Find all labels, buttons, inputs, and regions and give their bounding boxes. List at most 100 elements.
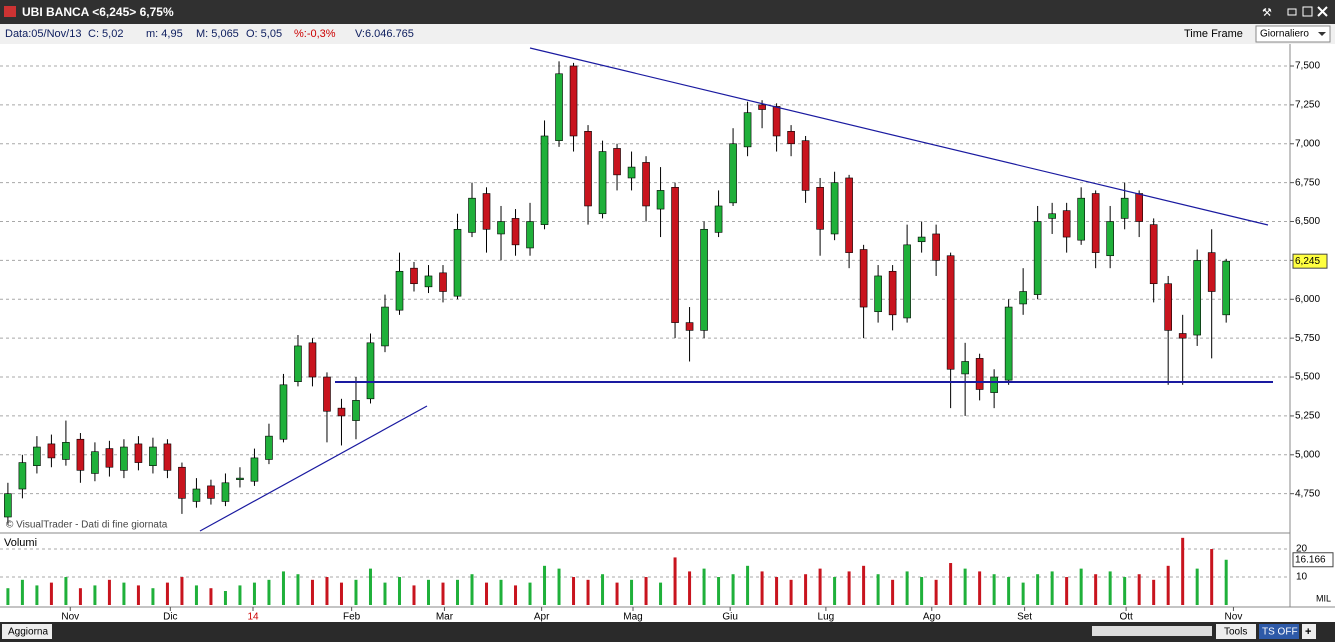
candle-body — [1164, 283, 1172, 331]
candle-body — [395, 270, 404, 311]
candle-body — [105, 448, 114, 468]
volume-bar — [659, 582, 663, 605]
close-button[interactable] — [1317, 6, 1328, 17]
volume-bar — [847, 571, 851, 605]
candle-body — [120, 446, 128, 471]
y-tick-label: 7,250 — [1295, 100, 1320, 111]
x-tick-label: Set — [1017, 612, 1032, 623]
y-tick-label: 7,500 — [1295, 61, 1320, 72]
candle-body — [1048, 213, 1056, 219]
volume-bar — [107, 579, 111, 605]
candle-body — [1193, 260, 1201, 336]
candle-body — [874, 275, 882, 313]
candle-body — [33, 446, 41, 466]
x-tick-label: Mag — [623, 612, 642, 623]
candle-body — [221, 482, 230, 502]
candle-body — [1019, 291, 1027, 305]
volume-bar — [1021, 582, 1025, 605]
x-tick-label: Lug — [818, 612, 835, 623]
volume-bar — [644, 577, 648, 605]
tool-button[interactable]: ⚒ — [1262, 7, 1272, 19]
candle-body — [265, 435, 273, 460]
window-buttons[interactable]: ⚒ — [1262, 6, 1328, 19]
volume-bar — [717, 577, 721, 605]
volume-bar — [426, 579, 430, 605]
candle-body — [352, 400, 360, 421]
volume-bar — [64, 577, 68, 605]
volume-bar — [934, 579, 938, 605]
candle-body — [1120, 197, 1129, 219]
tools-label[interactable]: Tools — [1224, 627, 1247, 638]
volume-bar — [151, 588, 155, 605]
candle-body — [62, 442, 70, 460]
candle-body — [192, 488, 201, 502]
candle-body — [961, 361, 969, 375]
info-field: Data:05/Nov/13 — [5, 28, 81, 40]
ts-label[interactable]: TS OFF — [1262, 627, 1298, 638]
x-tick-label: Ott — [1119, 612, 1133, 623]
time-frame-value[interactable]: Giornaliero — [1260, 29, 1309, 40]
volume-bar — [412, 585, 416, 605]
time-frame-label: Time Frame — [1184, 28, 1243, 40]
candle-body — [1149, 224, 1158, 285]
candle-body — [236, 477, 244, 480]
candle-body — [439, 272, 447, 292]
time-frame-select[interactable] — [1255, 25, 1331, 43]
volume-bar — [35, 585, 39, 605]
y-tick-label: 5,750 — [1295, 333, 1320, 344]
candle-body — [76, 438, 85, 471]
candle-body — [1178, 333, 1187, 339]
tools-button[interactable] — [1216, 624, 1256, 639]
candle-body — [671, 187, 679, 323]
volume-bar — [543, 565, 547, 605]
candle-body — [845, 177, 853, 253]
title-bar — [0, 0, 1335, 24]
candle-body — [903, 244, 911, 319]
candle-body — [526, 221, 534, 249]
volume-bar — [238, 585, 242, 605]
volume-bar — [804, 574, 808, 605]
volume-bar — [78, 588, 82, 605]
volume-bar — [339, 582, 343, 605]
plus-label[interactable]: + — [1305, 626, 1311, 638]
volume-bar — [281, 571, 285, 605]
volume-bar — [963, 568, 967, 605]
watermark: © VisualTrader - Dati di fine giornata — [6, 520, 168, 531]
price-plot: 4,7505,0005,2505,5005,7506,0006,2506,500… — [0, 61, 1334, 623]
y-tick-label: 5,500 — [1295, 372, 1320, 383]
candle-body — [555, 73, 563, 141]
volume-bar — [499, 579, 503, 605]
volume-bar — [586, 579, 590, 605]
ts-button[interactable] — [1259, 624, 1299, 639]
volume-bar — [1094, 574, 1098, 605]
update-label[interactable]: Aggiorna — [8, 627, 48, 638]
volume-bar — [1195, 568, 1199, 605]
candle-body — [714, 205, 723, 233]
candle-body — [642, 162, 650, 207]
candle-body — [743, 112, 752, 148]
volume-bar — [818, 568, 822, 605]
x-tick-label: Apr — [534, 612, 550, 623]
candle-body — [917, 236, 926, 243]
candle-body — [787, 131, 795, 145]
minimize-button[interactable] — [1287, 8, 1297, 16]
volume-bar — [688, 571, 692, 605]
maximize-button[interactable] — [1302, 6, 1313, 17]
volume-bar — [1050, 571, 1054, 605]
volume-bar — [630, 579, 634, 605]
candle-body — [163, 443, 172, 471]
update-button[interactable] — [2, 624, 52, 639]
info-field: %:-0,3% — [294, 28, 336, 40]
volume-bar — [1079, 568, 1083, 605]
scrollbar[interactable] — [1092, 626, 1212, 636]
candle-body — [1062, 210, 1071, 238]
plus-button[interactable] — [1302, 624, 1316, 639]
volume-bar — [1152, 579, 1156, 605]
volume-bar — [862, 565, 866, 605]
volume-bar — [731, 574, 735, 605]
candle-body — [1091, 193, 1100, 253]
y-tick-label: 10 — [1296, 572, 1308, 583]
candle-body — [801, 140, 810, 191]
volume-bar — [383, 582, 387, 605]
